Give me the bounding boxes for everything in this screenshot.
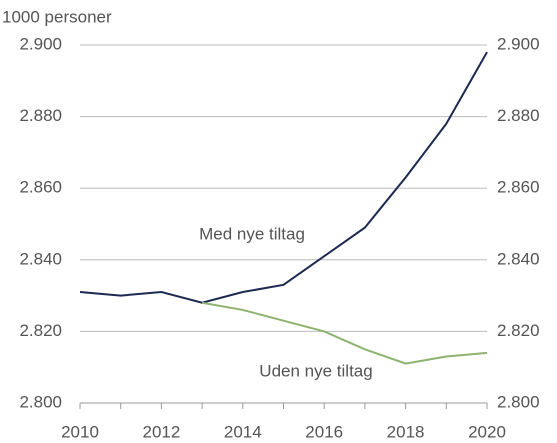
y-tick-label: 2.800: [19, 392, 62, 411]
y-tick-label: 2.860: [19, 178, 62, 197]
x-tick-label: 2018: [387, 422, 425, 441]
line-series: [201, 301, 488, 365]
y2-tick-label: 2.820: [497, 321, 540, 340]
y2-tick-label: 2.900: [497, 34, 540, 53]
y-tick-label: 2.840: [19, 249, 62, 268]
x-tick-label: 2016: [305, 422, 343, 441]
y-tick-label: 2.900: [19, 34, 62, 53]
line-series: [79, 51, 488, 304]
x-tick-label: 2020: [468, 422, 506, 441]
y-tick-label: 2.880: [19, 106, 62, 125]
y2-tick-label: 2.840: [497, 249, 540, 268]
x-tick-label: 2010: [61, 422, 99, 441]
axis-label: 1000 personer: [2, 7, 112, 26]
series-label: Uden nye tiltag: [259, 361, 372, 380]
series-label: Med nye tiltag: [199, 224, 305, 243]
y2-tick-label: 2.860: [497, 178, 540, 197]
y2-tick-label: 2.880: [497, 106, 540, 125]
y2-tick-label: 2.800: [497, 392, 540, 411]
y-tick-label: 2.820: [19, 321, 62, 340]
x-tick-label: 2012: [142, 422, 180, 441]
x-tick-label: 2014: [224, 422, 262, 441]
